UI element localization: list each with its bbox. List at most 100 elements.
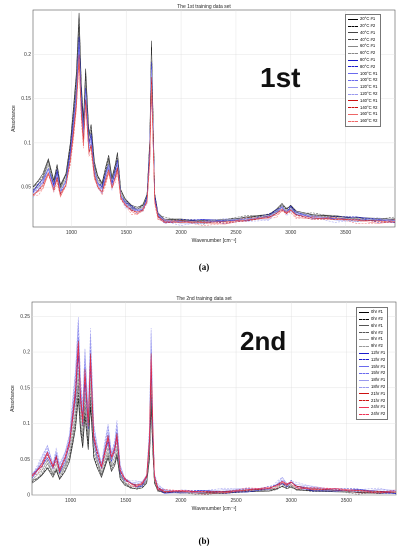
y-axis-label: Absorbance: [11, 105, 17, 132]
figure-caption: (b): [198, 536, 210, 546]
legend-swatch: [359, 325, 369, 327]
legend-item: 0hr #1: [359, 309, 385, 316]
x-axis-label: Wavenumber [cm⁻¹]: [192, 506, 237, 512]
legend-swatch: [348, 25, 358, 27]
legend-label: 120°C #2: [360, 91, 378, 97]
legend-swatch: [348, 52, 358, 54]
x-tick-label: 3000: [286, 498, 297, 504]
spectrum-chart-b: 1000 1500 2000 2500 3000 3500 0 0.05 0.1 0.15 0.2 0…: [10, 301, 397, 512]
legend-swatch: [359, 393, 369, 395]
x-tick-label: 1500: [120, 498, 131, 504]
legend-item: 120°C #2: [348, 91, 378, 98]
legend-label: 160°C #1: [360, 111, 378, 117]
legend-label: 12hr #1: [371, 350, 386, 356]
legend-label: 100°C #2: [360, 77, 378, 83]
legend-item: 140°C #1: [348, 98, 378, 105]
spectrum-chart-a: 1000 1500 2000 2500 3000 3500 0.05 0.1 0.15 0.2 Wa…: [11, 9, 396, 244]
legend-label: 120°C #1: [360, 84, 378, 90]
dataset-overlay-label: 2nd: [240, 326, 287, 356]
legend-label: 100°C #1: [360, 70, 378, 76]
chart-panel-b: The 2nd training data set 1000 1500 2000 25…: [0, 272, 408, 550]
legend-swatch: [348, 18, 358, 20]
legend-label: 140°C #1: [360, 97, 378, 103]
y-tick-label: 0.05: [20, 457, 30, 463]
chart-legend: 20°C #1 20°C #2 40°C #1 40°C #2 60°C #1 60°C …: [345, 14, 381, 127]
legend-label: 18hr #2: [371, 384, 386, 390]
legend-swatch: [359, 352, 369, 354]
legend-swatch: [348, 93, 358, 95]
series-line: [33, 62, 395, 226]
legend-label: 12hr #2: [371, 356, 386, 362]
legend-label: 80°C #2: [360, 63, 376, 69]
legend-item: 9hr #2: [359, 343, 385, 350]
legend-item: 12hr #2: [359, 357, 385, 364]
legend-swatch: [348, 39, 358, 41]
chart-title: The 1st training data set: [177, 4, 231, 10]
legend-swatch: [359, 359, 369, 361]
x-tick-label: 2500: [230, 498, 241, 504]
legend-swatch: [348, 107, 358, 109]
legend-swatch: [359, 413, 369, 415]
legend-label: 9hr #1: [371, 336, 383, 342]
y-axis-label: Absorbance: [10, 385, 16, 412]
legend-swatch: [359, 379, 369, 381]
legend-item: 60°C #1: [348, 43, 378, 50]
legend-label: 80°C #1: [360, 57, 376, 63]
legend-item: 160°C #2: [348, 118, 378, 125]
legend-swatch: [348, 59, 358, 61]
x-tick-label: 1500: [121, 230, 132, 236]
legend-label: 15hr #2: [371, 370, 386, 376]
x-tick-label: 1000: [66, 230, 77, 236]
series-line: [32, 317, 396, 495]
y-tick-label: 0.2: [23, 350, 30, 356]
chart-panel-a: The 1st training data set 1000 1500 2000 25…: [0, 0, 408, 272]
x-tick-label: 1000: [65, 498, 76, 504]
y-tick-label: 0.15: [20, 385, 30, 391]
y-tick-label: 0.1: [24, 140, 31, 146]
legend-item: 21hr #2: [359, 397, 385, 404]
legend-label: 40°C #1: [360, 29, 376, 35]
legend-item: 20°C #2: [348, 23, 378, 30]
y-tick-label: 0.05: [21, 185, 31, 191]
legend-swatch: [348, 100, 358, 102]
legend-swatch: [348, 80, 358, 82]
legend-item: 12hr #1: [359, 350, 385, 357]
legend-swatch: [348, 114, 358, 116]
legend-item: 100°C #2: [348, 77, 378, 84]
legend-label: 40°C #2: [360, 36, 376, 42]
legend-item: 15hr #1: [359, 363, 385, 370]
figure-caption: (a): [198, 262, 210, 272]
legend-label: 24hr #1: [371, 404, 386, 410]
legend-swatch: [359, 407, 369, 409]
legend-item: 24hr #1: [359, 404, 385, 411]
series-line: [33, 58, 395, 224]
legend-item: 40°C #1: [348, 30, 378, 37]
legend-swatch: [348, 66, 358, 68]
legend-label: 6hr #2: [371, 329, 383, 335]
series-line: [33, 18, 395, 221]
legend-swatch: [359, 339, 369, 341]
legend-item: 20°C #1: [348, 16, 378, 23]
legend-swatch: [348, 73, 358, 75]
legend-swatch: [359, 373, 369, 375]
legend-item: 80°C #2: [348, 64, 378, 71]
legend-label: 60°C #1: [360, 43, 376, 49]
y-tick-label: 0: [27, 493, 30, 499]
legend-label: 0hr #2: [371, 316, 383, 322]
y-tick-label: 0.1: [23, 421, 30, 427]
legend-item: 60°C #2: [348, 50, 378, 57]
legend-swatch: [348, 120, 358, 122]
legend-label: 18hr #1: [371, 377, 386, 383]
legend-swatch: [359, 318, 369, 320]
legend-item: 140°C #2: [348, 104, 378, 111]
legend-label: 20°C #2: [360, 23, 376, 29]
legend-item: 6hr #1: [359, 323, 385, 330]
legend-label: 21hr #2: [371, 397, 386, 403]
legend-item: 18hr #2: [359, 384, 385, 391]
legend-item: 9hr #1: [359, 336, 385, 343]
series-line: [32, 342, 396, 494]
legend-swatch: [359, 332, 369, 334]
legend-item: 40°C #2: [348, 36, 378, 43]
x-tick-label: 2500: [230, 230, 241, 236]
legend-item: 100°C #1: [348, 70, 378, 77]
